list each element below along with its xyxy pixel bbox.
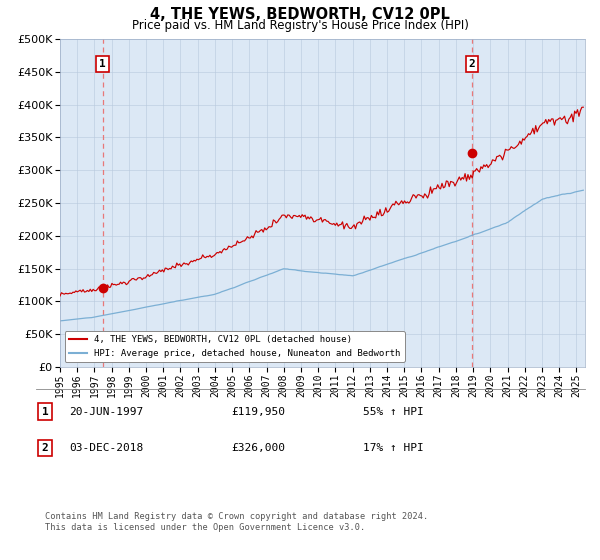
Text: £119,950: £119,950 xyxy=(231,407,285,417)
Text: 4, THE YEWS, BEDWORTH, CV12 0PL: 4, THE YEWS, BEDWORTH, CV12 0PL xyxy=(150,7,450,22)
Text: 03-DEC-2018: 03-DEC-2018 xyxy=(69,443,143,453)
Legend: 4, THE YEWS, BEDWORTH, CV12 0PL (detached house), HPI: Average price, detached h: 4, THE YEWS, BEDWORTH, CV12 0PL (detache… xyxy=(65,331,405,362)
Text: 17% ↑ HPI: 17% ↑ HPI xyxy=(363,443,424,453)
Text: 1: 1 xyxy=(99,59,106,69)
Text: Contains HM Land Registry data © Crown copyright and database right 2024.
This d: Contains HM Land Registry data © Crown c… xyxy=(45,512,428,532)
Text: Price paid vs. HM Land Registry's House Price Index (HPI): Price paid vs. HM Land Registry's House … xyxy=(131,19,469,32)
Text: 20-JUN-1997: 20-JUN-1997 xyxy=(69,407,143,417)
Text: 2: 2 xyxy=(469,59,475,69)
Text: £326,000: £326,000 xyxy=(231,443,285,453)
Text: 2: 2 xyxy=(41,443,49,453)
Text: 55% ↑ HPI: 55% ↑ HPI xyxy=(363,407,424,417)
Text: 1: 1 xyxy=(41,407,49,417)
